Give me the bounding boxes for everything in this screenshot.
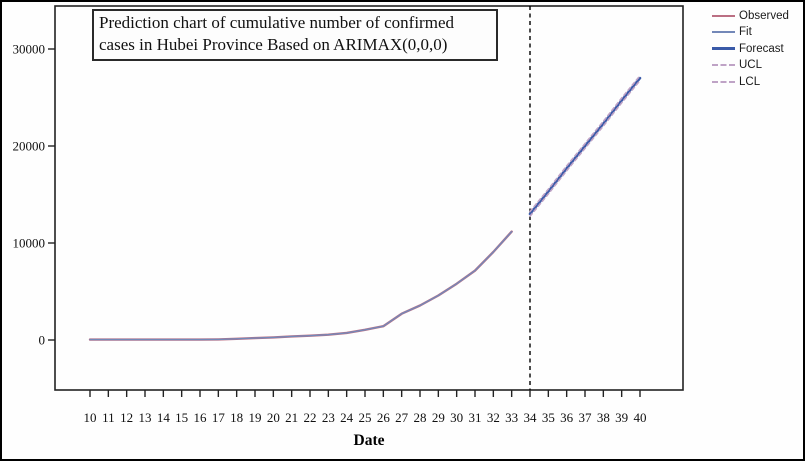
x-tick-label: 23 — [322, 410, 335, 425]
legend-item-observed: Observed — [712, 9, 789, 22]
legend-label-ucl: UCL — [739, 59, 763, 71]
x-tick-label: 31 — [469, 410, 482, 425]
x-tick-label: 26 — [377, 410, 391, 425]
x-tick-label: 29 — [432, 410, 445, 425]
chart-title-box: Prediction chart of cumulative number of… — [92, 9, 498, 61]
x-tick-label: 16 — [194, 410, 208, 425]
legend-item-forecast: Forecast — [712, 42, 789, 55]
legend-swatch-observed — [712, 14, 735, 17]
x-tick-label: 35 — [542, 410, 555, 425]
x-tick-label: 12 — [120, 410, 133, 425]
y-tick-label: 30000 — [13, 42, 46, 57]
x-tick-label: 36 — [560, 410, 574, 425]
x-tick-label: 38 — [597, 410, 610, 425]
x-tick-label: 18 — [230, 410, 243, 425]
x-tick-label: 10 — [84, 410, 97, 425]
x-axis-title: Date — [353, 432, 385, 449]
x-tick-label: 21 — [285, 410, 298, 425]
x-tick-label: 27 — [395, 410, 409, 425]
y-tick-label: 0 — [39, 333, 46, 348]
x-tick-label: 30 — [450, 410, 463, 425]
x-tick-label: 14 — [157, 410, 171, 425]
x-tick-label: 40 — [634, 410, 647, 425]
legend-label-fit: Fit — [739, 26, 752, 38]
series-fit-line — [89, 230, 513, 341]
legend: Observed Fit Forecast UCL LCL — [712, 9, 789, 92]
legend-label-observed: Observed — [739, 9, 789, 22]
plot-border — [54, 5, 684, 391]
legend-item-lcl: LCL — [712, 75, 789, 88]
x-tick-label: 28 — [414, 410, 427, 425]
x-tick-label: 37 — [579, 410, 593, 425]
series-ucl-line — [529, 74, 641, 213]
chart-title-line-1: Prediction chart of cumulative number of… — [99, 13, 454, 32]
legend-label-forecast: Forecast — [739, 42, 784, 55]
legend-swatch-fit — [712, 31, 735, 33]
x-tick-label: 19 — [249, 410, 262, 425]
x-tick-label: 32 — [487, 410, 500, 425]
x-tick-label: 13 — [139, 410, 152, 425]
legend-label-lcl: LCL — [739, 75, 761, 88]
series-observed-line — [88, 230, 513, 341]
x-tick-label: 11 — [102, 410, 115, 425]
x-tick-label: 22 — [304, 410, 317, 425]
series-lcl-line — [529, 79, 641, 218]
x-tick-label: 25 — [359, 410, 372, 425]
legend-swatch-ucl — [712, 64, 735, 66]
x-tick-label: 20 — [267, 410, 280, 425]
x-tick-label: 24 — [340, 410, 354, 425]
legend-item-fit: Fit — [712, 26, 789, 39]
x-tick-label: 15 — [175, 410, 188, 425]
legend-swatch-forecast — [712, 47, 735, 50]
chart-title-line-2: cases in Hubei Province Based on ARIMAX(… — [99, 34, 448, 54]
series-forecast-line — [528, 76, 642, 216]
x-tick-label: 34 — [524, 410, 538, 425]
x-tick-label: 33 — [505, 410, 518, 425]
legend-swatch-lcl — [712, 80, 735, 83]
x-tick-label: 17 — [212, 410, 226, 425]
legend-item-ucl: UCL — [712, 59, 789, 72]
x-tick-label: 39 — [615, 410, 628, 425]
y-tick-label: 20000 — [13, 139, 46, 154]
y-tick-label: 10000 — [13, 236, 46, 251]
